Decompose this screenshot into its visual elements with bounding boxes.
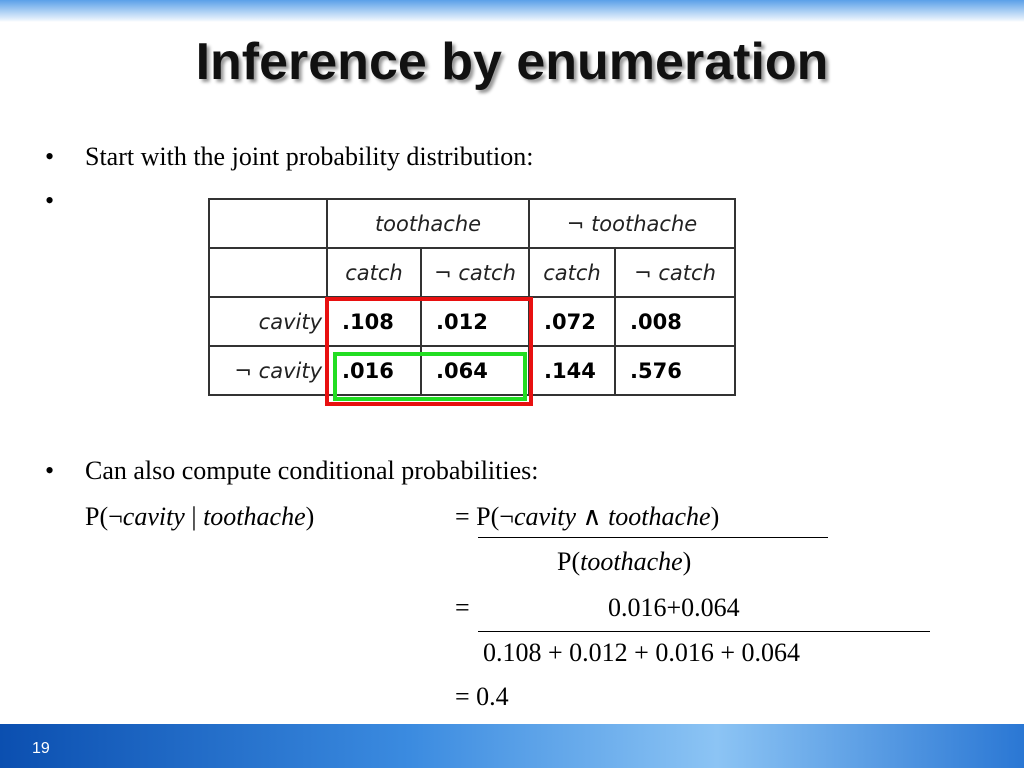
- cell: .144: [528, 345, 616, 396]
- cell: [208, 198, 328, 249]
- row-label: ¬ cavity: [208, 345, 328, 396]
- subheader: catch: [528, 247, 616, 298]
- result: = 0.4: [455, 682, 509, 711]
- bullet: •: [45, 142, 55, 171]
- subheader: ¬ catch: [420, 247, 530, 298]
- text: ): [305, 502, 315, 531]
- numerator: 0.016+0.064: [608, 593, 740, 622]
- cell: .008: [614, 296, 736, 347]
- header: toothache: [326, 198, 530, 249]
- top-band: [0, 0, 1024, 22]
- bullet-text: Start with the joint probability distrib…: [85, 142, 534, 171]
- green-highlight: [333, 352, 527, 401]
- text: cavity: [513, 502, 577, 531]
- fraction-line: [478, 631, 930, 632]
- cell: .012: [420, 296, 530, 347]
- bullet: •: [45, 186, 55, 215]
- numerator: = P(¬cavity ∧ toothache): [455, 502, 719, 532]
- text: P(¬: [85, 502, 123, 531]
- text: toothache: [203, 502, 306, 531]
- joint-table: toothache ¬ toothache catch ¬ catch catc…: [208, 198, 736, 396]
- text: = P(¬: [455, 502, 514, 531]
- denominator: P(toothache): [557, 547, 691, 577]
- bullet-text: Can also compute conditional probabiliti…: [85, 456, 539, 485]
- text: ): [682, 547, 692, 576]
- equation-lhs: P(¬cavity | toothache): [85, 502, 314, 532]
- equals: =: [455, 593, 470, 622]
- text: ∧: [576, 502, 609, 531]
- text: cavity: [122, 502, 185, 531]
- denominator: 0.108 + 0.012 + 0.016 + 0.064: [483, 638, 800, 667]
- text: P(: [557, 547, 581, 576]
- slide-title: Inference by enumeration: [195, 33, 829, 91]
- cell: [208, 247, 328, 298]
- text: ): [710, 502, 720, 531]
- bottom-band: [0, 724, 1024, 768]
- page-number: 19: [32, 740, 50, 757]
- text: toothache: [580, 547, 683, 576]
- bullet: •: [45, 456, 55, 485]
- subheader: catch: [326, 247, 422, 298]
- row-label: cavity: [208, 296, 328, 347]
- red-highlight: [325, 297, 533, 406]
- header: ¬ toothache: [528, 198, 736, 249]
- fraction-line: [478, 537, 828, 538]
- cell: .576: [614, 345, 736, 396]
- subheader: ¬ catch: [614, 247, 736, 298]
- text: toothache: [608, 502, 711, 531]
- text: |: [184, 502, 204, 531]
- cell: .072: [528, 296, 616, 347]
